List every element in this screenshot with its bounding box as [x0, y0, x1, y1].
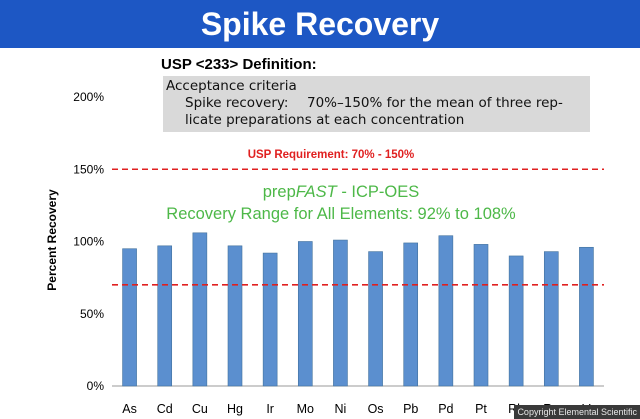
bar-ir [262, 252, 278, 387]
spike-recovery-label: Spike recovery: [185, 95, 289, 111]
bar-hg [227, 245, 243, 387]
bar-ni [333, 239, 348, 387]
x-tick-label: Ni [335, 402, 347, 416]
page-title: Spike Recovery [200, 5, 440, 42]
bar-as [122, 248, 137, 387]
usp-requirement-label: USP Requirement: 70% - 150% [248, 149, 415, 161]
bar-cd [157, 245, 173, 387]
bar-ru [543, 251, 559, 387]
definition-title: USP <233> Definition: [161, 56, 317, 73]
y-tick-label: 100% [73, 235, 104, 249]
acceptance-criteria-box: Acceptance criteria Spike recovery: 70%–… [163, 76, 590, 132]
recovery-range-annotation: Recovery Range for All Elements: 92% to … [166, 205, 516, 223]
criteria-line-2: licate preparations at each concentratio… [185, 112, 465, 128]
bar-cu [192, 232, 208, 387]
bar-pb [403, 242, 419, 387]
y-tick-label: 150% [73, 162, 104, 176]
x-tick-label: Pt [475, 402, 487, 416]
bar-rh [508, 255, 524, 387]
bar-pd [438, 235, 454, 387]
x-tick-label: Ir [266, 402, 274, 416]
acceptance-criteria-heading: Acceptance criteria [166, 78, 297, 94]
bar-os [368, 251, 383, 387]
bar-mo [297, 241, 313, 387]
x-tick-label: Pd [438, 402, 453, 416]
x-tick-label: Cu [192, 402, 208, 416]
y-tick-label: 200% [73, 90, 104, 104]
bar-v [579, 246, 594, 387]
x-tick-label: Cd [157, 402, 173, 416]
y-tick-label: 0% [87, 379, 105, 393]
y-tick-label: 50% [80, 307, 104, 321]
title-bar: Spike Recovery [0, 0, 640, 48]
copyright-watermark: Copyright Elemental Scientific [514, 405, 640, 419]
method-annotation: prepFAST - ICP-OES [263, 183, 420, 201]
bar-pt [473, 244, 489, 387]
x-tick-label: Os [368, 402, 384, 416]
x-tick-label: Mo [297, 402, 314, 416]
x-tick-label: Hg [227, 402, 243, 416]
x-tick-label: Pb [403, 402, 418, 416]
x-tick-label: As [122, 402, 137, 416]
spike-recovery-value: 70%–150% for the mean of three rep- [307, 95, 563, 111]
